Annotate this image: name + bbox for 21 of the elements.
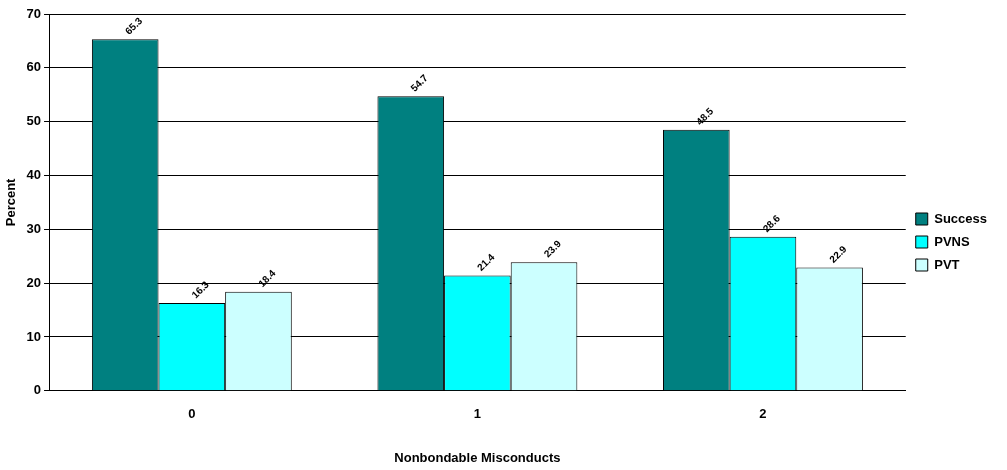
- y-tick-label: 50: [26, 113, 42, 129]
- data-label: 22.9: [827, 243, 850, 265]
- data-label: 65.3: [122, 14, 145, 37]
- y-tick-label: 10: [26, 328, 42, 344]
- x-tick-label: 1: [473, 406, 482, 422]
- data-label: 54.7: [408, 71, 431, 94]
- x-tick-label: 2: [759, 406, 767, 422]
- data-label: 18.4: [256, 267, 278, 290]
- x-tick-label: 0: [188, 406, 196, 422]
- y-tick-label: 20: [26, 274, 42, 290]
- y-tick-label: 0: [33, 382, 42, 398]
- legend-label: Success: [934, 210, 987, 226]
- legend-label: PVT: [934, 256, 960, 272]
- y-tick-label: 40: [26, 167, 42, 183]
- y-tick-label: 70: [26, 5, 42, 21]
- y-tick-label: 60: [26, 59, 42, 75]
- legend-label: PVNS: [934, 233, 970, 249]
- data-label: 21.4: [474, 251, 497, 273]
- x-axis-title: Nonbondable Misconducts: [394, 449, 561, 465]
- y-tick-label: 30: [26, 220, 42, 236]
- y-axis-title: Percent: [3, 177, 19, 227]
